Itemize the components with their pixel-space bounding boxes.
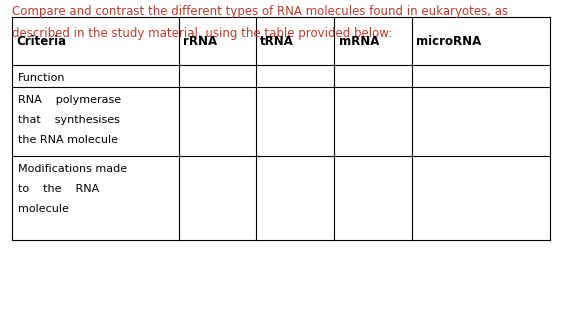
Text: mRNA: mRNA — [339, 34, 379, 48]
Text: Criteria: Criteria — [17, 34, 67, 48]
Text: the RNA molecule: the RNA molecule — [18, 135, 118, 145]
Text: to    the    RNA: to the RNA — [18, 184, 99, 194]
Text: that    synthesises: that synthesises — [18, 115, 120, 125]
Text: Compare and contrast the different types of RNA molecules found in eukaryotes, a: Compare and contrast the different types… — [12, 5, 509, 18]
Text: RNA    polymerase: RNA polymerase — [18, 95, 121, 105]
Text: Modifications made: Modifications made — [18, 164, 127, 174]
Text: tRNA: tRNA — [260, 34, 294, 48]
Text: described in the study material, using the table provided below:: described in the study material, using t… — [12, 27, 393, 40]
Text: rRNA: rRNA — [183, 34, 217, 48]
Text: Function: Function — [18, 73, 66, 83]
Text: microRNA: microRNA — [416, 34, 482, 48]
Text: molecule: molecule — [18, 204, 69, 214]
